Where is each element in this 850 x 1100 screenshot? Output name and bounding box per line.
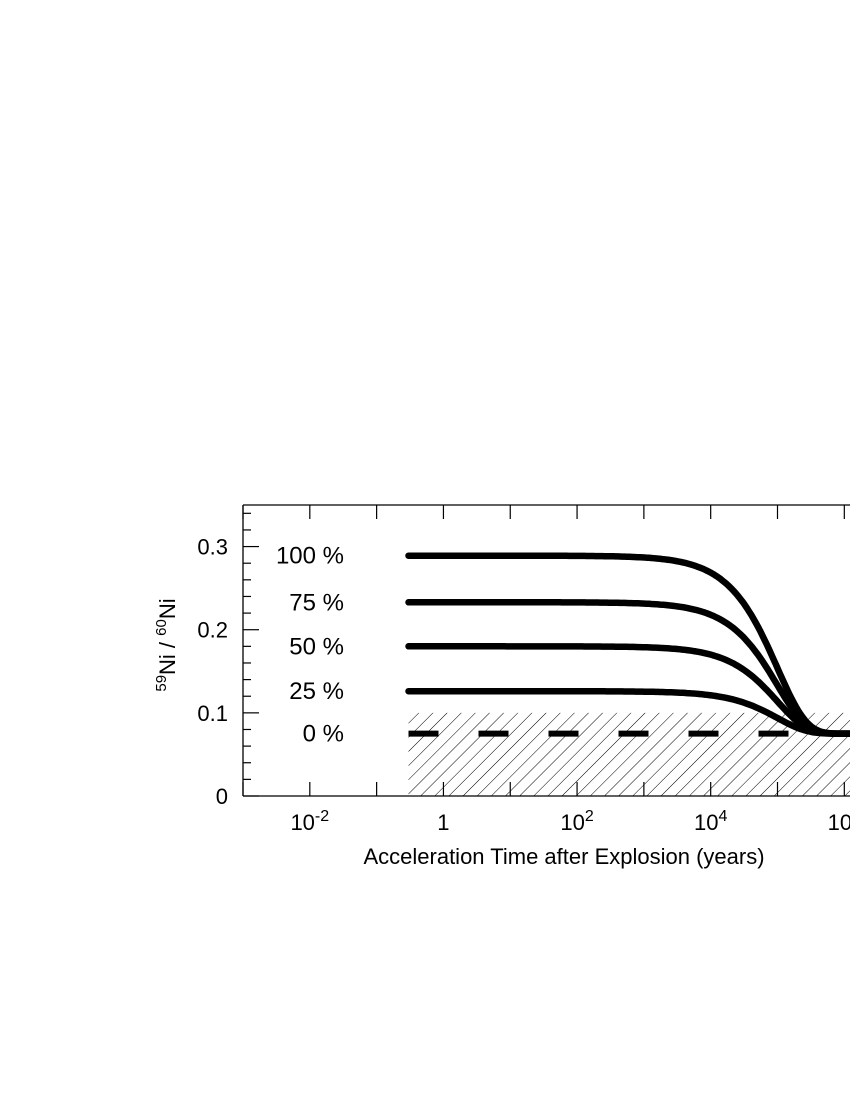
x-tick-label-2: 102 [560, 808, 593, 835]
series-line-3 [405, 687, 850, 737]
series-label-4: 0 % [303, 721, 344, 748]
series-line-0 [405, 552, 850, 737]
series-label-2: 50 % [289, 633, 344, 660]
shaded-region [408, 712, 850, 796]
x-tick-label-1: 1 [437, 810, 449, 835]
y-tick-label-0: 0 [216, 784, 228, 809]
x-tick-label-4: 106 [828, 808, 850, 835]
x-axis-label: Acceleration Time after Explosion (years… [363, 844, 764, 869]
y-tick-label-3: 0.3 [197, 535, 228, 560]
series-label-0: 100 % [276, 543, 344, 570]
x-tick-label-3: 104 [694, 808, 727, 835]
y-axis-label: 59Ni / 60Ni [153, 598, 180, 691]
series-line-1 [405, 599, 850, 737]
series-line-2 [405, 643, 850, 737]
y-tick-label-1: 0.1 [197, 701, 228, 726]
x-tick-label-0: 10-2 [290, 808, 329, 835]
y-tick-label-2: 0.2 [197, 618, 228, 643]
series-label-3: 25 % [289, 678, 344, 705]
series-label-1: 75 % [289, 589, 344, 616]
